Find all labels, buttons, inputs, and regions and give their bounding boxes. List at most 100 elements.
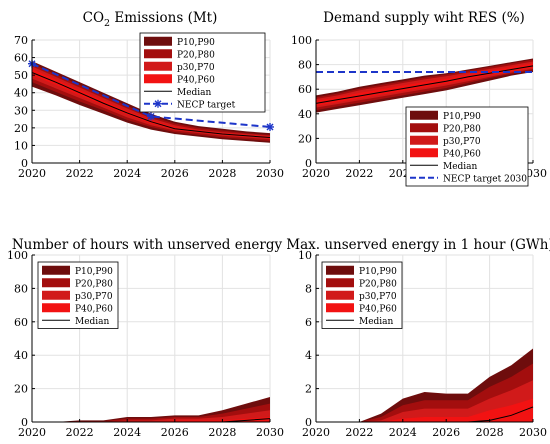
y-tick-label: 70 [14,34,28,47]
legend-label: P40,P60 [443,149,481,159]
y-tick-label: 100 [291,34,312,47]
legend-swatch [410,123,438,133]
x-tick-label: 2024 [113,167,141,180]
y-tick-label: 6 [305,316,312,329]
legend-label: P20,P80 [359,279,397,289]
y-tick-label: 60 [298,83,312,96]
x-tick-label: 2030 [256,167,284,180]
y-tick-label: 0 [21,416,28,429]
legend-swatch [144,74,172,84]
legend-label: Median [75,317,110,327]
y-tick-label: 40 [14,87,28,100]
legend-label: p30,P70 [75,292,113,302]
y-tick-label: 0 [21,157,28,170]
legend-label: p30,P70 [177,63,215,73]
median-line [31,72,271,139]
y-tick-label: 60 [14,316,28,329]
legend-swatch [326,265,354,275]
legend-label: NECP target [177,100,236,110]
chart-title: CO2 Emissions (Mt) [83,10,218,29]
x-tick-label: 2028 [476,426,504,439]
legend-swatch [410,148,438,158]
y-tick-label: 20 [298,132,312,145]
legend-label: NECP target 2030 [443,174,527,184]
y-tick-label: 20 [14,122,28,135]
y-tick-label: 8 [305,282,312,295]
legend: P10,P90 P20,P80 p30,P70 P40,P60 Median [37,261,119,329]
legend-swatch [144,49,172,59]
x-tick-label: 2026 [161,167,189,180]
y-tick-label: 50 [14,69,28,82]
x-tick-label: 2026 [432,426,460,439]
panel-hours-unserved: Number of hours with unserved energy 202… [7,237,284,439]
chart-title: Max. unserved energy in 1 hour (GWh) [286,237,550,253]
median-line [315,65,534,104]
legend-swatch [326,303,354,313]
panel-max-unserved: Max. unserved energy in 1 hour (GWh) 202… [286,237,550,439]
y-tick-label: 10 [14,139,28,152]
chart-title: Demand supply wiht RES (%) [323,10,525,26]
legend: P10,P90 P20,P80 p30,P70 P40,P60 Median [321,261,403,329]
legend-label: P20,P80 [177,50,215,60]
legend-label: P40,P60 [75,304,113,314]
y-tick-label: 80 [14,282,28,295]
x-tick-label: 2022 [66,426,94,439]
x-tick-label: 2022 [345,426,373,439]
legend-swatch [326,278,354,288]
legend-marker [154,100,162,108]
legend-swatch [410,110,438,120]
legend-swatch [144,61,172,71]
legend-swatch [410,135,438,145]
chart-title: Number of hours with unserved energy [12,237,283,253]
y-tick-label: 0 [305,416,312,429]
band-p40-p60 [316,398,533,422]
legend-label: p30,P70 [443,137,481,147]
y-tick-label: 0 [305,157,312,170]
legend-swatch [144,36,172,46]
legend-label: P10,P90 [359,267,397,277]
x-tick-label: 2026 [161,426,189,439]
panel-co2-emissions: CO2 Emissions (Mt) 2020 2022 2024 2026 2028 2… [14,10,284,180]
legend-label: Median [359,317,394,327]
legend-label: P10,P90 [177,38,215,48]
legend-label: P10,P90 [443,112,481,122]
x-tick-label: 2020 [302,426,330,439]
legend-label: P20,P80 [75,279,113,289]
legend-swatch [42,303,70,313]
y-tick-label: 40 [14,349,28,362]
band-p40-p60 [32,416,270,422]
legend-swatch [42,290,70,300]
x-tick-label: 2020 [18,167,46,180]
x-tick-label: 2020 [302,167,330,180]
legend-swatch [42,278,70,288]
y-tick-label: 20 [14,383,28,396]
y-tick-label: 40 [298,108,312,121]
x-tick-label: 2030 [519,426,547,439]
legend: P10,P90 P20,P80 p30,P70 P40,P60 Median NECP t… [139,32,266,113]
target-marker [266,122,274,131]
legend-label: p30,P70 [359,292,397,302]
band-p20-p80 [32,403,270,422]
x-tick-label: 2022 [345,167,373,180]
y-tick-label: 30 [14,104,28,117]
x-tick-label: 2022 [66,167,94,180]
x-tick-label: 2024 [113,426,141,439]
legend-label: Median [443,162,478,172]
band-p30-p70 [32,410,270,422]
y-tick-label: 10 [298,249,312,262]
x-tick-label: 2020 [18,426,46,439]
legend-label: Median [177,88,212,98]
x-tick-label: 2030 [256,426,284,439]
y-tick-label: 4 [305,349,312,362]
legend-label: P20,P80 [443,124,481,134]
y-tick-label: 100 [7,249,28,262]
target-marker [147,112,155,121]
legend-label: P10,P90 [75,267,113,277]
legend-swatch [42,265,70,275]
legend-swatch [326,290,354,300]
band-p30-p70 [316,380,533,422]
x-tick-label: 2028 [208,426,236,439]
legend-label: P40,P60 [177,75,215,85]
band-p30-p70 [32,66,270,140]
